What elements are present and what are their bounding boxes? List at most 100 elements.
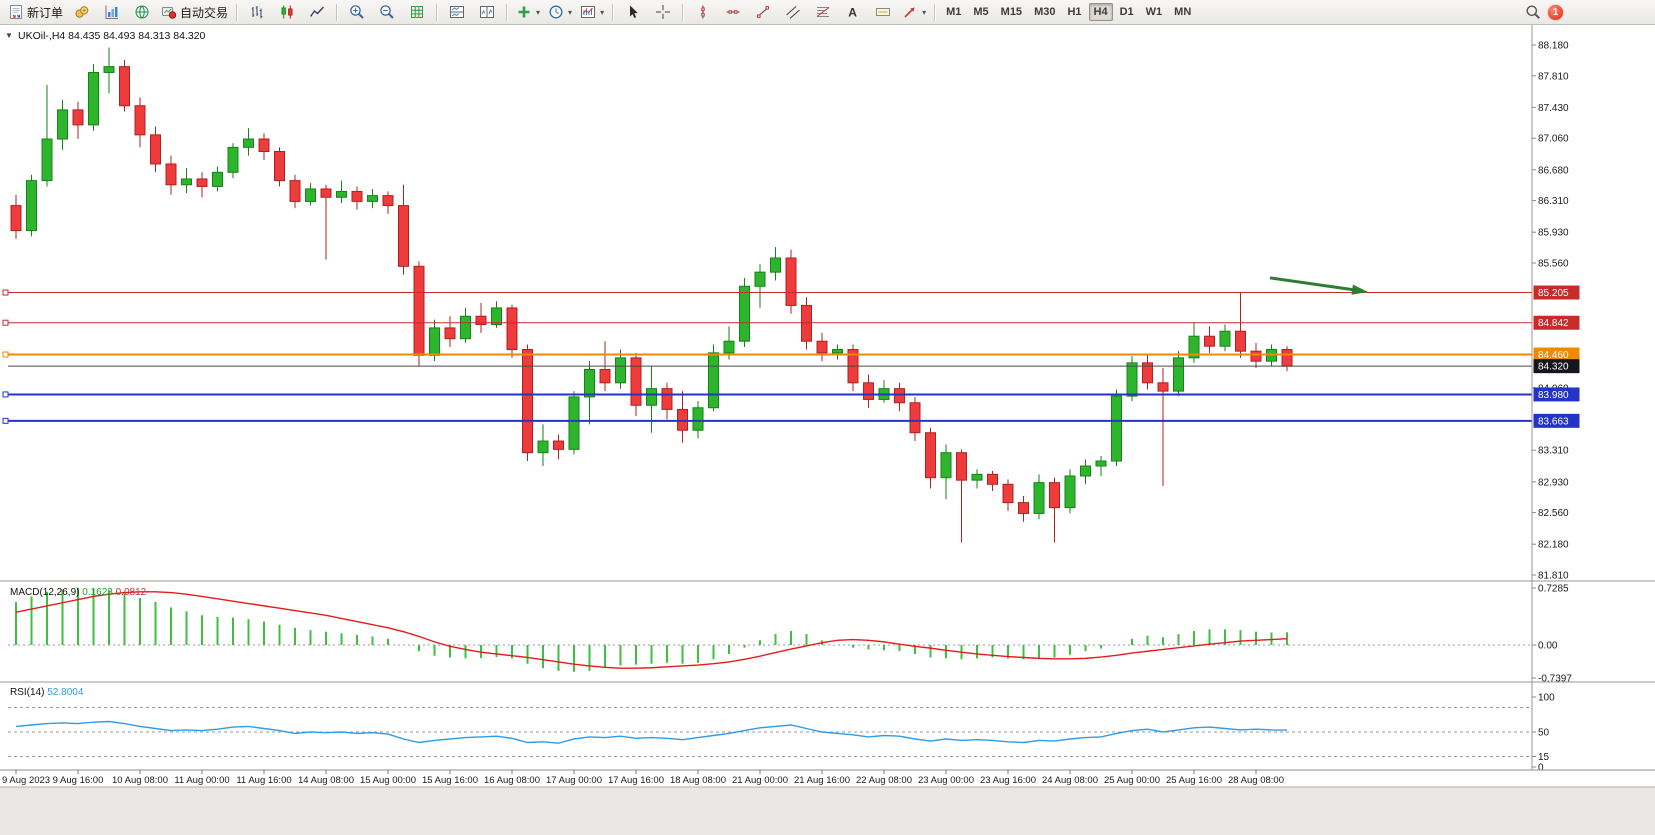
- templates-button[interactable]: ▾: [576, 1, 608, 24]
- line-chart-mode-button[interactable]: [302, 1, 332, 24]
- price-axis-label: 83.310: [1538, 446, 1569, 457]
- timeframe-m15-button[interactable]: M15: [1000, 6, 1023, 18]
- rsi-axis-label: 50: [1538, 728, 1550, 739]
- vertical-line-button[interactable]: [688, 1, 718, 24]
- new-order-icon: [10, 5, 22, 19]
- price-axis-label: 86.680: [1538, 165, 1569, 176]
- toolbar-separator: [436, 3, 439, 21]
- time-axis-label: 14 Aug 08:00: [298, 775, 354, 786]
- fibo-icon: [816, 7, 830, 17]
- time-axis[interactable]: 9 Aug 2023 9 Aug 16:00 10 Aug 08:00 11 Aug …: [0, 769, 1655, 786]
- trend-arrow-annotation[interactable]: [1269, 276, 1368, 295]
- crosshair-button[interactable]: [648, 1, 678, 24]
- symbol-period-ohlc: UKOil-,H4 84.435 84.493 84.313 84.320: [18, 30, 206, 42]
- macd-axis-label: 0.00: [1538, 641, 1558, 652]
- zoom-in-button[interactable]: [342, 1, 372, 24]
- time-axis-label: 17 Aug 00:00: [546, 775, 602, 786]
- price-level-lines[interactable]: [2, 289, 1532, 424]
- timeframe-m5-button[interactable]: M5: [973, 6, 989, 18]
- time-axis-label: 28 Aug 08:00: [1228, 775, 1284, 786]
- price-axis-label: 88.180: [1538, 41, 1569, 52]
- rsi-panel: RSI(14) 52.8004 100 50 150: [8, 687, 1555, 774]
- timeframe-mn-button[interactable]: MN: [1174, 6, 1192, 18]
- time-axis-label: 25 Aug 16:00: [1166, 775, 1222, 786]
- plus-icon: [518, 6, 530, 18]
- candle-chart-mode-button[interactable]: [272, 1, 302, 24]
- time-axis-label: 9 Aug 2023: [2, 775, 50, 786]
- textA-icon: A: [848, 6, 857, 20]
- price-level-label: 84.320: [1538, 362, 1569, 373]
- new-order-button-label: 新订单: [27, 5, 64, 20]
- arrows-icon: [904, 7, 915, 18]
- text-button[interactable]: A: [838, 1, 868, 24]
- trendline-button[interactable]: [748, 1, 778, 24]
- new-chart-window-button[interactable]: [472, 1, 502, 24]
- toolbar: 新订单 自动交易 ▾ ▾ ▾ A ▾ M1 M5 M15 M30 H1 H4 D1 W1 MN 1: [0, 0, 1655, 25]
- web-terminal-button[interactable]: [127, 1, 157, 24]
- candles-icon: [281, 5, 293, 19]
- price-level-label: 84.842: [1538, 318, 1569, 329]
- toolbar-separator: [506, 3, 509, 21]
- price-level-label: 83.980: [1538, 390, 1569, 401]
- chart-title: ▼ UKOil-,H4 84.435 84.493 84.313 84.320: [5, 30, 206, 42]
- symbols-button[interactable]: [67, 1, 97, 24]
- time-axis-label: 23 Aug 00:00: [918, 775, 974, 786]
- rsi-axis-label: 100: [1538, 693, 1555, 704]
- timeframe-h1-button[interactable]: H1: [1067, 6, 1082, 18]
- autotrade-icon: [162, 7, 177, 19]
- vline-icon: [701, 5, 705, 19]
- timeframe-h4-button[interactable]: H4: [1088, 3, 1113, 21]
- timeframe-d1-button[interactable]: D1: [1119, 6, 1134, 18]
- time-axis-label: 23 Aug 16:00: [980, 775, 1036, 786]
- auto-trading-button[interactable]: 自动交易: [157, 1, 232, 24]
- dropdown-caret-icon: ▾: [568, 7, 573, 17]
- timeframe-m30-button[interactable]: M30: [1034, 6, 1056, 18]
- auto-trading-button-label: 自动交易: [180, 5, 229, 20]
- dropdown-caret-icon: ▾: [922, 7, 927, 17]
- bar-chart-mode-button[interactable]: [242, 1, 272, 24]
- time-axis-label: 21 Aug 00:00: [732, 775, 788, 786]
- tile-windows-button[interactable]: [442, 1, 472, 24]
- magnifier-icon: [1526, 5, 1540, 19]
- fibonacci-button[interactable]: [808, 1, 838, 24]
- timeframe-w1-button[interactable]: W1: [1145, 6, 1163, 18]
- time-axis-label: 11 Aug 16:00: [236, 775, 291, 786]
- time-axis-label: 11 Aug 00:00: [174, 775, 229, 786]
- new-order-button[interactable]: 新订单: [4, 1, 67, 24]
- svg-text:A: A: [848, 6, 857, 20]
- timeframe-m1-button[interactable]: M1: [946, 6, 962, 18]
- periods-button[interactable]: ▾: [544, 1, 576, 24]
- arrows-button[interactable]: ▾: [898, 1, 930, 24]
- template-icon: [581, 6, 596, 18]
- toolbar-separator: [336, 3, 339, 21]
- search-button[interactable]: [1518, 1, 1548, 24]
- rsi-axis-label: 0: [1538, 763, 1544, 774]
- price-axis-label: 85.930: [1538, 228, 1569, 239]
- label-button[interactable]: [868, 1, 898, 24]
- horizontal-line-button[interactable]: [718, 1, 748, 24]
- trend-icon: [756, 6, 770, 18]
- label-icon: [876, 8, 891, 16]
- macd-label: MACD(12,26,9) 0.1623 0.0812: [10, 587, 147, 598]
- zoom-out-button[interactable]: [372, 1, 402, 24]
- time-axis-label: 15 Aug 16:00: [422, 775, 478, 786]
- indicators-button[interactable]: ▾: [512, 1, 544, 24]
- time-axis-label: 9 Aug 16:00: [53, 775, 104, 786]
- chart-canvas[interactable]: 88.180 87.810 87.430 87.060 86.680 86.310 85.9…: [0, 25, 1655, 835]
- time-axis-label: 15 Aug 00:00: [360, 775, 416, 786]
- channel-button[interactable]: [778, 1, 808, 24]
- hline-icon: [726, 10, 740, 14]
- cursor-button[interactable]: [618, 1, 648, 24]
- price-axis[interactable]: 88.180 87.810 87.430 87.060 86.680 86.310 85.9…: [1531, 25, 1655, 770]
- toolbar-separator: [236, 3, 239, 21]
- price-axis-label: 81.810: [1538, 571, 1569, 582]
- channel-icon: [786, 6, 800, 19]
- tile1-icon: [450, 6, 465, 18]
- grid-button[interactable]: [402, 1, 432, 24]
- price-axis-label: 82.180: [1538, 540, 1569, 551]
- time-axis-label: 22 Aug 08:00: [856, 775, 912, 786]
- market-stats-button[interactable]: [97, 1, 127, 24]
- rsi-axis-label: 15: [1538, 752, 1550, 763]
- notification-badge[interactable]: 1: [1548, 4, 1563, 20]
- collapse-triangle-icon: ▼: [5, 31, 13, 40]
